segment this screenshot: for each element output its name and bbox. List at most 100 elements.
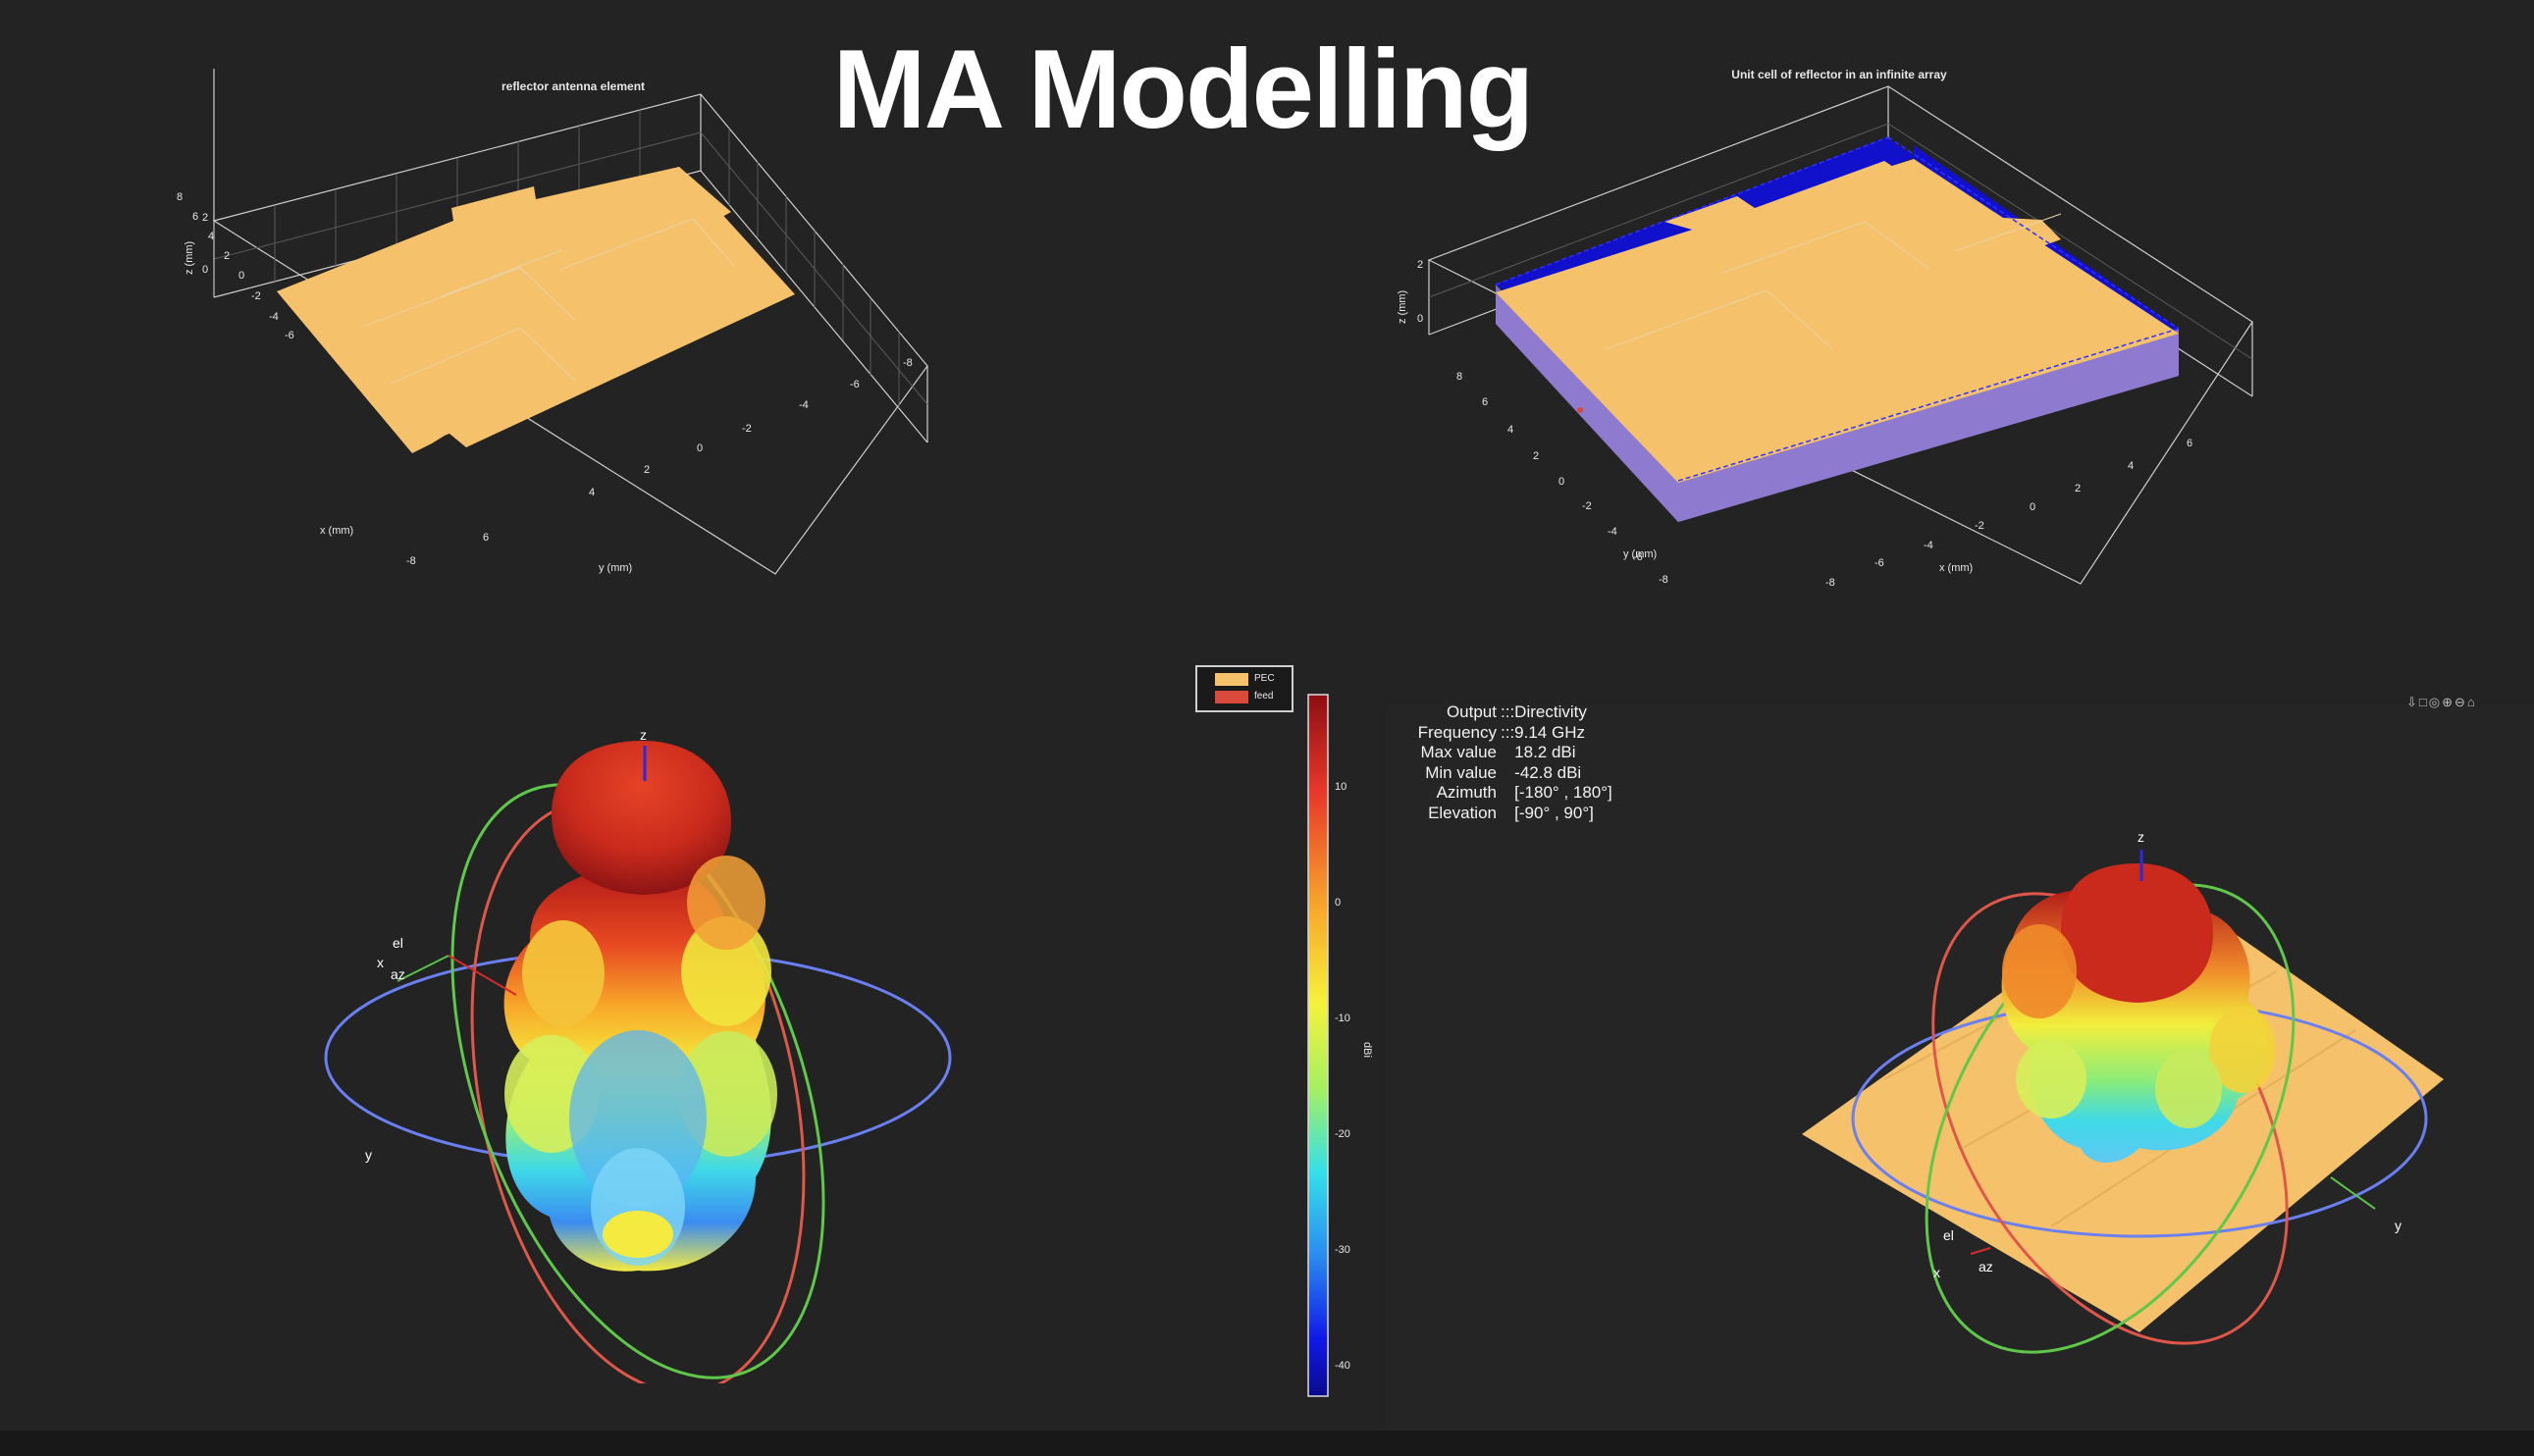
svg-text:-2: -2 xyxy=(251,290,261,302)
svg-text:0: 0 xyxy=(1335,897,1341,909)
axis-y-label: y xyxy=(365,1147,372,1163)
svg-text:6: 6 xyxy=(192,211,198,223)
zoom-in-icon[interactable]: ⊕ xyxy=(2442,695,2455,709)
info-row: Min value -42.8 dBi xyxy=(1425,762,1582,782)
svg-text:4: 4 xyxy=(208,231,214,242)
reflector-element-plot[interactable]: reflector antenna element 8 6 4 2 0 -2 xyxy=(147,69,952,598)
figure-toolbar[interactable]: ⇩□◎⊕⊖⌂ xyxy=(2406,695,2477,710)
z-ticks: 2 0 xyxy=(1417,259,1423,325)
x-axis-label: x (mm) xyxy=(320,525,353,537)
svg-text:-4: -4 xyxy=(1924,540,1933,551)
colorbar-label: dBi xyxy=(1361,1042,1373,1058)
zoom-out-icon[interactable]: ⊖ xyxy=(2455,695,2467,709)
axis-x-label: x xyxy=(1933,1265,1940,1280)
pattern-info-panel: Output::: Directivity Frequency::: 9.14 GH… xyxy=(1394,702,1688,823)
svg-text:0: 0 xyxy=(1417,313,1423,325)
svg-text:-6: -6 xyxy=(1633,551,1643,563)
svg-text:4: 4 xyxy=(1507,424,1513,436)
legend-item-feed: feed xyxy=(1215,689,1293,706)
info-row: Max value 18.2 dBi xyxy=(1420,743,1576,761)
axis-el-label: el xyxy=(393,935,403,951)
x-ticks: 8 6 4 2 0 -2 -4 -6 -8 xyxy=(177,191,416,567)
info-row: Azimuth [-180° , 180°] xyxy=(1436,783,1612,802)
z-ticks: 2 0 xyxy=(202,212,208,276)
svg-text:6: 6 xyxy=(1482,396,1488,408)
svg-text:-20: -20 xyxy=(1335,1128,1350,1140)
axis-az-label: az xyxy=(391,966,405,982)
colorbar: 10 0 -10 -20 -30 -40 dBi xyxy=(1307,694,1373,1397)
svg-text:-8: -8 xyxy=(1825,577,1835,589)
main-lobe xyxy=(552,741,731,895)
legend-swatch-pec xyxy=(1215,673,1248,686)
home-icon[interactable]: ⌂ xyxy=(2466,695,2477,709)
unit-cell-plot[interactable]: Unit cell of reflector in an infinite ar… xyxy=(1374,59,2257,608)
svg-text:10: 10 xyxy=(1335,781,1346,793)
svg-text:0: 0 xyxy=(238,270,244,282)
z-axis-label: z (mm) xyxy=(1397,290,1408,324)
info-row: Frequency::: 9.14 GHz xyxy=(1417,722,1585,742)
material-legend: PEC feed xyxy=(1195,665,1293,712)
save-icon[interactable]: ⇩ xyxy=(2406,695,2419,709)
svg-text:6: 6 xyxy=(483,532,489,544)
colorbar-ticks: 10 0 -10 -20 -30 -40 xyxy=(1335,781,1350,1372)
svg-text:2: 2 xyxy=(644,464,650,476)
elevation-circle-green xyxy=(1925,883,2296,1354)
plot-title: Unit cell of reflector in an infinite ar… xyxy=(1731,68,1947,81)
svg-text:2: 2 xyxy=(224,250,230,262)
svg-text:8: 8 xyxy=(1456,371,1462,383)
svg-text:-8: -8 xyxy=(1659,574,1668,586)
svg-text:-2: -2 xyxy=(1582,500,1592,512)
svg-text:0: 0 xyxy=(2030,501,2035,513)
svg-text:2: 2 xyxy=(202,212,208,224)
y-ticks: 8 6 4 2 0 -2 -4 -6 -8 xyxy=(1456,371,1668,586)
axis-el-label: el xyxy=(1943,1227,1954,1243)
info-row: Elevation [-90° , 90°] xyxy=(1428,803,1594,822)
slot-lines xyxy=(364,218,735,385)
slide-title: MA Modelling xyxy=(832,27,1535,152)
legend-swatch-feed xyxy=(1215,691,1248,703)
svg-text:-4: -4 xyxy=(1608,526,1617,538)
svg-text:0: 0 xyxy=(1558,476,1564,488)
main-lobe xyxy=(2061,863,2213,1003)
axis-z-label: z xyxy=(2138,829,2144,845)
elevation-circle-green xyxy=(450,783,825,1379)
axis-y-label: y xyxy=(2395,1218,2402,1233)
legend-item-pec: PEC xyxy=(1215,671,1293,689)
info-row: Output::: Directivity xyxy=(1446,702,1587,721)
radiation-pattern-right[interactable]: z el x az y xyxy=(1767,824,2473,1354)
y-axis-label: y (mm) xyxy=(599,562,632,574)
y-axis-label: y (mm) xyxy=(1623,548,1657,560)
svg-text:0: 0 xyxy=(202,264,208,276)
svg-text:4: 4 xyxy=(2128,460,2134,472)
svg-text:-10: -10 xyxy=(1335,1013,1350,1024)
svg-text:2: 2 xyxy=(2075,483,2081,494)
y-ticks: 6 4 2 0 -2 -4 -6 -8 xyxy=(483,357,913,544)
z-axis-label: z (mm) xyxy=(184,241,195,275)
svg-text:4: 4 xyxy=(589,487,595,498)
svg-text:-2: -2 xyxy=(1975,520,1984,532)
feed-marker xyxy=(1577,407,1583,413)
svg-text:-4: -4 xyxy=(269,311,279,323)
svg-text:-30: -30 xyxy=(1335,1244,1350,1256)
svg-text:2: 2 xyxy=(1417,259,1423,271)
axis-z-label: z xyxy=(640,727,647,743)
svg-text:-40: -40 xyxy=(1335,1360,1350,1372)
svg-text:-2: -2 xyxy=(742,423,752,435)
svg-text:-6: -6 xyxy=(850,379,860,390)
pan-icon[interactable]: □ xyxy=(2418,695,2429,709)
axis-x-label: x xyxy=(377,955,384,970)
svg-text:-4: -4 xyxy=(799,399,809,411)
rotate-icon[interactable]: ◎ xyxy=(2428,695,2443,709)
bottom-strip xyxy=(0,1430,2534,1456)
svg-text:0: 0 xyxy=(697,442,703,454)
plot-title: reflector antenna element xyxy=(502,79,645,93)
svg-text:-8: -8 xyxy=(406,555,416,567)
svg-text:8: 8 xyxy=(177,191,183,203)
radiation-pattern-left[interactable]: z el x az y xyxy=(294,706,1001,1383)
svg-text:-6: -6 xyxy=(285,330,294,341)
svg-text:6: 6 xyxy=(2187,438,2192,449)
svg-text:2: 2 xyxy=(1533,450,1539,462)
axis-az-label: az xyxy=(1979,1259,1993,1274)
x-axis-label: x (mm) xyxy=(1939,562,1973,574)
svg-text:-8: -8 xyxy=(903,357,913,369)
